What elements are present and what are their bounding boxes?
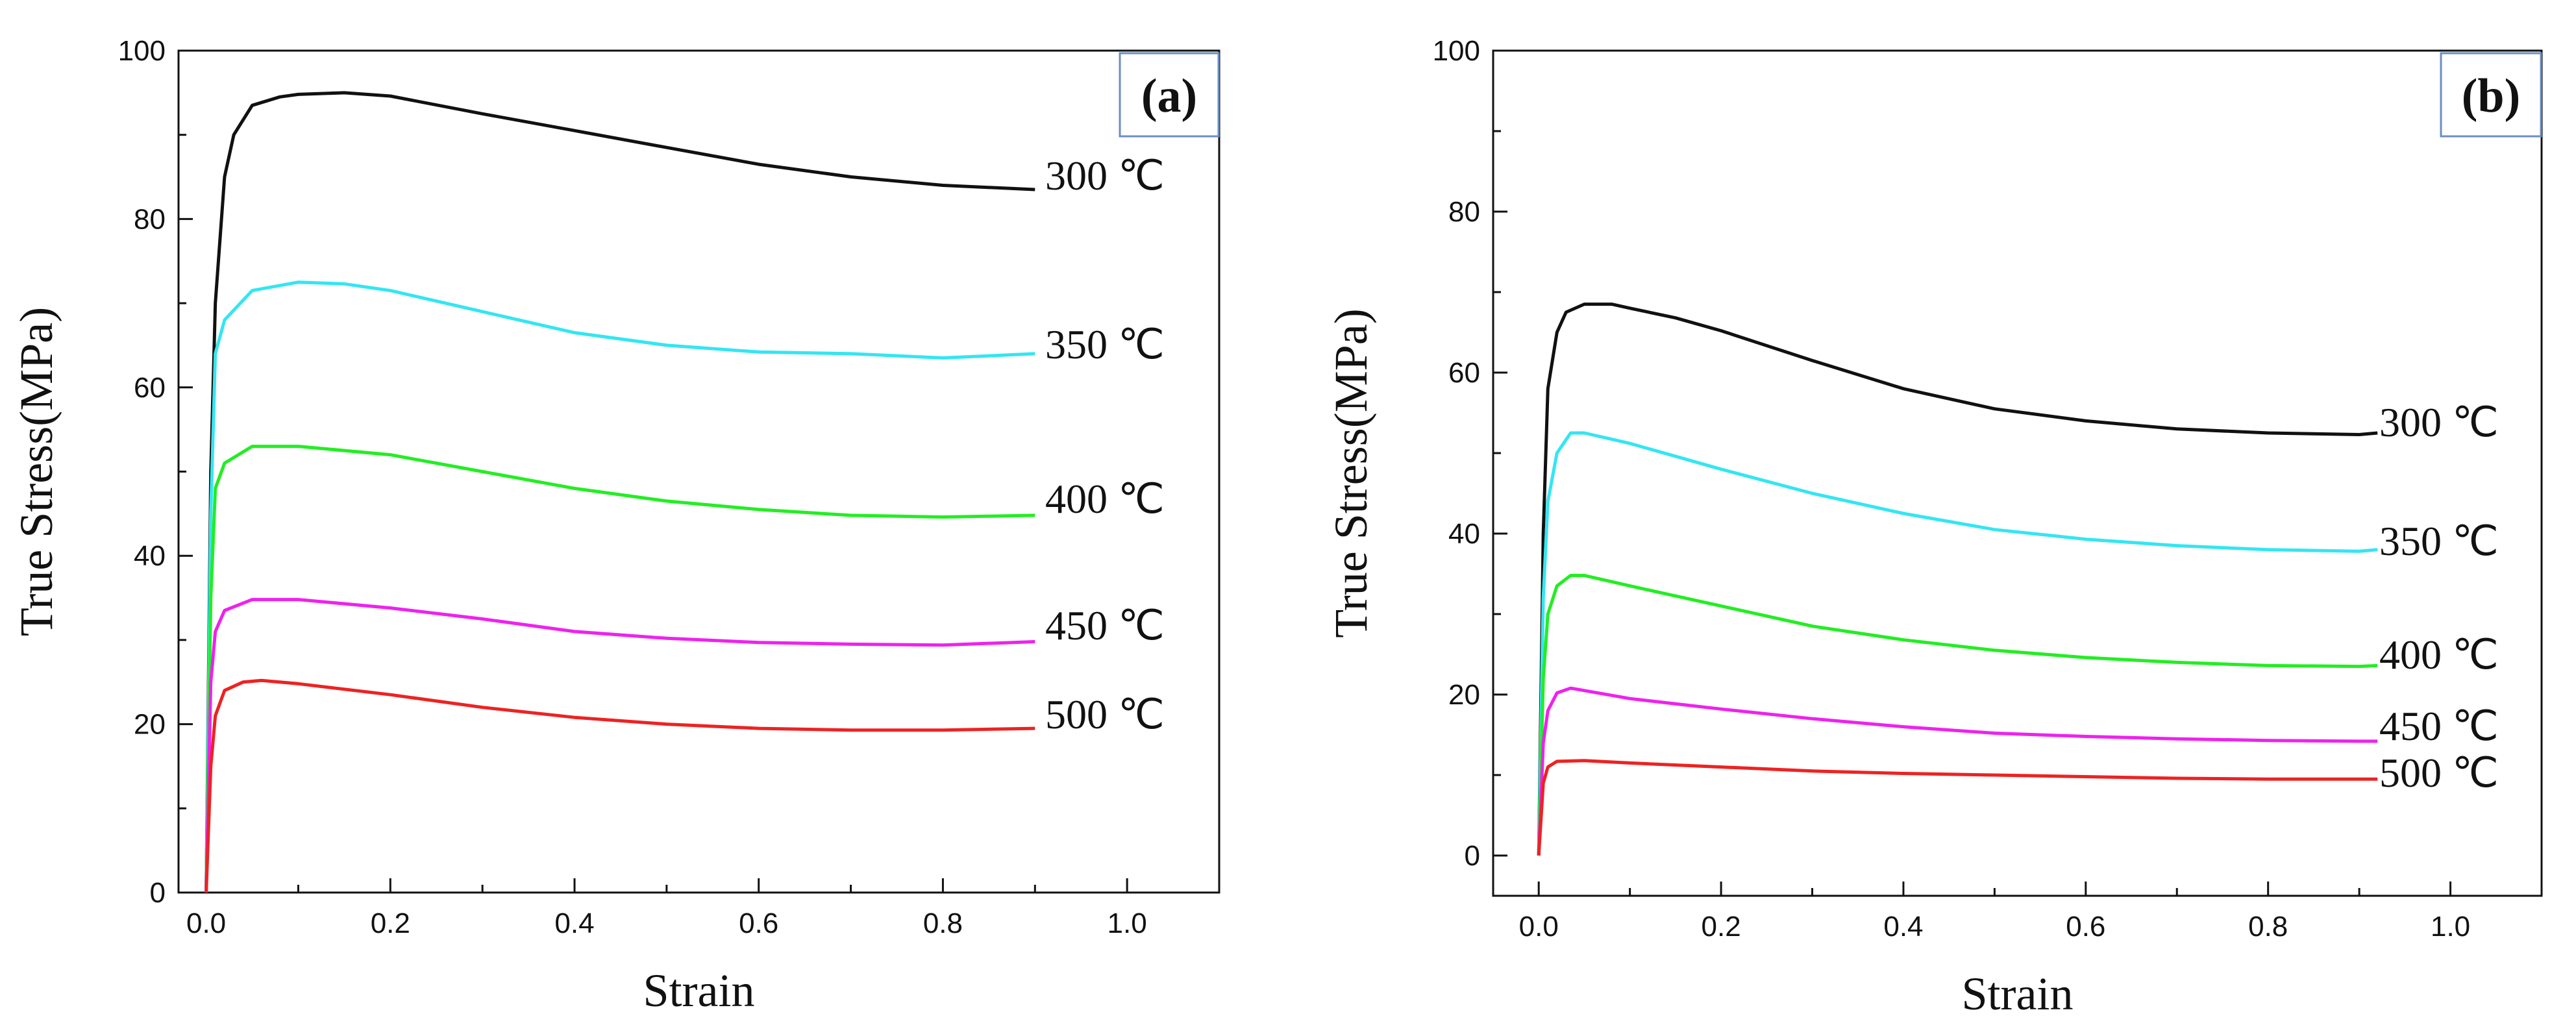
x-tick-label: 0.8 — [2248, 911, 2288, 943]
series-line-400c — [1537, 574, 2378, 856]
y-tick-label: 20 — [134, 709, 166, 741]
series-label-300c: 300 ℃ — [2379, 399, 2499, 445]
series-label-400c: 400 ℃ — [1045, 476, 1165, 522]
x-tick-label: 0.4 — [1883, 911, 1923, 943]
series-label-500c: 500 ℃ — [1045, 691, 1165, 737]
series-label-400c: 400 ℃ — [2379, 632, 2499, 678]
y-tick-label: 0 — [1465, 840, 1480, 872]
x-tick-label: 0.6 — [739, 907, 778, 939]
x-axis-title: Strain — [1962, 968, 2074, 1020]
x-tick-label: 0.0 — [1519, 911, 1559, 943]
x-tick-label: 1.0 — [1108, 907, 1147, 939]
x-tick-label: 0.6 — [2066, 911, 2105, 943]
series-label-450c: 450 ℃ — [1045, 602, 1165, 648]
x-tick-label: 0.2 — [371, 907, 410, 939]
y-tick-label: 60 — [1448, 357, 1480, 389]
panel-label-box — [1119, 52, 1220, 138]
y-tick-label: 20 — [1448, 679, 1480, 711]
chart-panel-a: 0.0 0.2 0.4 0.6 0.8 1.0 0 20 40 60 80 100 Strain True… — [10, 35, 1220, 1017]
y-tick-label: 0 — [150, 877, 166, 909]
x-tick-label: 0.4 — [554, 907, 594, 939]
x-tick-label: 0.0 — [186, 907, 226, 939]
series-line-350c — [204, 280, 1035, 893]
y-tick-label: 80 — [1448, 196, 1480, 228]
x-axis-title: Strain — [643, 965, 755, 1017]
series-line-500c — [204, 678, 1035, 893]
y-tick-label: 80 — [134, 203, 166, 235]
series-line-350c — [1537, 431, 2378, 856]
y-tick-label: 100 — [118, 35, 166, 67]
y-tick-label: 100 — [1433, 35, 1480, 67]
y-tick-label: 40 — [1448, 518, 1480, 550]
series-line-300c — [204, 91, 1035, 893]
x-tick-label: 0.8 — [923, 907, 963, 939]
series-label-300c: 300 ℃ — [1045, 153, 1165, 199]
series-line-300c — [1537, 302, 2378, 856]
series-label-450c: 450 ℃ — [2379, 703, 2499, 749]
series-label-500c: 500 ℃ — [2379, 750, 2499, 796]
series-line-450c — [204, 598, 1035, 893]
x-tick-label: 1.0 — [2431, 911, 2470, 943]
series-label-350c: 350 ℃ — [2379, 518, 2499, 564]
series-line-500c — [1537, 759, 2378, 856]
y-axis-title: True Stress(MPa) — [1325, 308, 1377, 637]
panel-label: (a) — [1141, 69, 1197, 123]
x-tick-label: 0.2 — [1702, 911, 1741, 943]
series-line-400c — [204, 445, 1035, 893]
plot-frame — [1492, 49, 2543, 897]
series-label-350c: 350 ℃ — [1045, 321, 1165, 367]
panel-label: (b) — [2462, 69, 2520, 123]
y-axis-title: True Stress(MPa) — [10, 307, 62, 636]
panel-label-box — [2440, 52, 2542, 138]
series-line-450c — [1537, 686, 2378, 856]
y-tick-label: 60 — [134, 372, 166, 404]
chart-panel-b: 0.0 0.2 0.4 0.6 0.8 1.0 0 20 40 60 80 100 Strain True… — [1325, 35, 2543, 1020]
y-tick-label: 40 — [134, 540, 166, 572]
